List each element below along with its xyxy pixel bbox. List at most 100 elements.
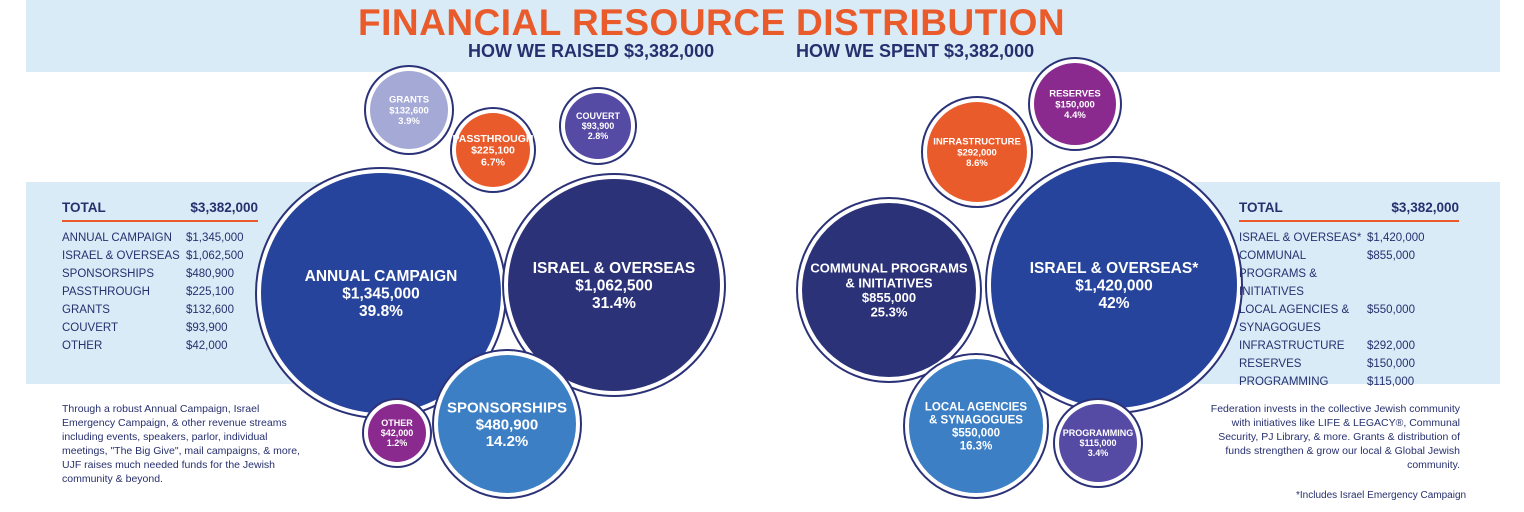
- title-left: FINANCIAL RESOURCE: [358, 2, 786, 43]
- bubble-percent: 39.8%: [359, 303, 403, 320]
- left-row-value: $1,345,000: [186, 232, 244, 244]
- bubble-fill: [508, 179, 720, 391]
- bubble-label: & INITIATIVES: [845, 275, 932, 290]
- left-table-row: GRANTS $132,600: [62, 301, 258, 319]
- title-right: DISTRIBUTION: [796, 2, 1066, 43]
- bubble-value: $292,000: [957, 147, 997, 158]
- left-row-label: SPONSORSHIPS: [62, 268, 155, 280]
- left-row-value: $132,600: [186, 304, 234, 316]
- right-table-row: COMMUNAL PROGRAMS & INITIATIVES $855,000: [1239, 247, 1459, 301]
- bubble-value: $550,000: [952, 427, 1000, 439]
- right-description: Federation invests in the collective Jew…: [1210, 403, 1460, 471]
- right-table-row: RESERVES $150,000: [1239, 355, 1459, 373]
- right-total-label: TOTAL: [1239, 200, 1283, 215]
- bubble-label: & SYNAGOGUES: [929, 415, 1023, 427]
- right-summary-table: TOTAL $3,382,000 ISRAEL & OVERSEAS* $1,42…: [1239, 200, 1459, 391]
- left-table-row: ISRAEL & OVERSEAS $1,062,500: [62, 247, 258, 265]
- right-row-label: RESERVES: [1239, 358, 1302, 370]
- right-row-label: PROGRAMMING: [1239, 376, 1329, 388]
- bubble-label: PROGRAMMING: [1063, 428, 1134, 438]
- left-row-label: COUVERT: [62, 322, 119, 334]
- right-row-value: $855,000: [1367, 250, 1415, 262]
- bubble-label: LOCAL AGENCIES: [925, 402, 1028, 414]
- bubble-value: $1,345,000: [342, 285, 420, 302]
- bubble-value: $42,000: [381, 428, 414, 438]
- right-row-label: COMMUNAL PROGRAMS & INITIATIVES: [1239, 250, 1317, 298]
- right-row-value: $1,420,000: [1367, 232, 1425, 244]
- bubble-fill: [370, 71, 448, 149]
- bubble-fill: [927, 102, 1027, 202]
- bubble-fill: [565, 93, 631, 159]
- right-row-value: $292,000: [1367, 340, 1415, 352]
- left-summary-table: TOTAL $3,382,000 ANNUAL CAMPAIGN $1,345,0…: [62, 200, 258, 355]
- bubble-value: $480,900: [476, 416, 539, 433]
- subtitle-right: HOW WE SPENT $3,382,000: [796, 41, 1035, 61]
- header-band: [26, 0, 1500, 72]
- bubble-label: ISRAEL & OVERSEAS: [533, 260, 696, 277]
- right-table-row: ISRAEL & OVERSEAS* $1,420,000: [1239, 229, 1459, 247]
- bubble-fill: [991, 162, 1237, 408]
- bubble-percent: 4.4%: [1064, 110, 1086, 121]
- left-table-row: ANNUAL CAMPAIGN $1,345,000: [62, 229, 258, 247]
- left-row-value: $1,062,500: [186, 250, 244, 262]
- left-row-label: ANNUAL CAMPAIGN: [62, 232, 172, 244]
- bubble-fill: [1059, 404, 1137, 482]
- subtitle-left: HOW WE RAISED $3,382,000: [468, 41, 715, 61]
- bubble-percent: 1.2%: [387, 438, 408, 448]
- bubble-label: RESERVES: [1049, 89, 1101, 100]
- bubble-label: OTHER: [381, 418, 413, 428]
- left-row-value: $93,900: [186, 322, 228, 334]
- left-table-row: SPONSORSHIPS $480,900: [62, 265, 258, 283]
- left-row-label: PASSTHROUGH: [62, 286, 150, 298]
- right-table-row: LOCAL AGENCIES & SYNAGOGUES $550,000: [1239, 301, 1459, 337]
- left-row-label: OTHER: [62, 340, 103, 352]
- right-row-value: $115,000: [1367, 376, 1415, 388]
- left-total-value: $3,382,000: [190, 200, 258, 215]
- bubble-label: PASSTHROUGH: [453, 133, 534, 145]
- right-total-value: $3,382,000: [1391, 200, 1459, 215]
- bubble-value: $150,000: [1055, 99, 1095, 110]
- bubble-percent: 42%: [1098, 295, 1129, 312]
- bubble-fill: [261, 173, 501, 413]
- bubble-percent: 6.7%: [481, 156, 506, 168]
- left-table-row: PASSTHROUGH $225,100: [62, 283, 258, 301]
- bubble-fill: [1034, 63, 1116, 145]
- bubble-fill: [438, 355, 576, 493]
- bubble-value: $225,100: [471, 145, 515, 157]
- right-row-value: $150,000: [1367, 358, 1415, 370]
- left-description: Through a robust Annual Campaign, Israel…: [62, 403, 300, 485]
- right-table-row: INFRASTRUCTURE $292,000: [1239, 337, 1459, 355]
- bubble-label: ISRAEL & OVERSEAS*: [1030, 260, 1200, 277]
- bubble-percent: 3.9%: [398, 116, 420, 127]
- left-row-label: ISRAEL & OVERSEAS: [62, 250, 180, 262]
- left-total-label: TOTAL: [62, 200, 106, 215]
- bubble-fill: [368, 404, 426, 462]
- bubble-label: COMMUNAL PROGRAMS: [810, 261, 968, 276]
- bubble-fill: [456, 113, 530, 187]
- bubble-label: INFRASTRUCTURE: [933, 137, 1021, 148]
- right-row-value: $550,000: [1367, 304, 1415, 316]
- bubble-percent: 25.3%: [871, 304, 908, 319]
- bubble-percent: 16.3%: [960, 440, 993, 452]
- left-row-value: $480,900: [186, 268, 234, 280]
- bubble-value: $132,600: [389, 105, 429, 116]
- bubble-value: $1,420,000: [1075, 277, 1153, 294]
- left-table-row: COUVERT $93,900: [62, 319, 258, 337]
- bubble-value: $115,000: [1079, 438, 1116, 448]
- left-row-value: $225,100: [186, 286, 234, 298]
- right-table-header: TOTAL $3,382,000: [1239, 200, 1459, 222]
- right-row-label: ISRAEL & OVERSEAS*: [1239, 232, 1362, 244]
- bubble-value: $855,000: [862, 290, 916, 305]
- bubble-percent: 31.4%: [592, 295, 636, 312]
